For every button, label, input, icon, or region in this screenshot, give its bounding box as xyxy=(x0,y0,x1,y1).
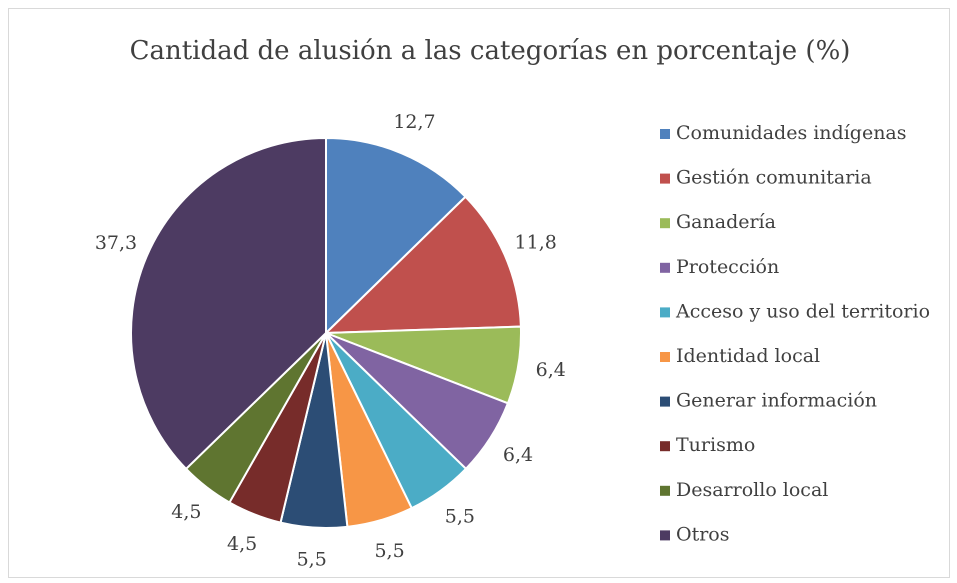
data-label: 6,4 xyxy=(536,359,566,381)
legend-label: Turismo xyxy=(676,434,755,456)
legend-swatch xyxy=(660,441,670,452)
data-label: 4,5 xyxy=(171,501,201,523)
pie-slice xyxy=(130,136,327,471)
data-label: 5,5 xyxy=(374,540,404,562)
legend-swatch xyxy=(660,173,670,184)
data-label: 12,7 xyxy=(393,111,435,133)
legend-label: Generar información xyxy=(676,390,877,412)
legend-label: Gestión comunitaria xyxy=(676,167,872,189)
legend-swatch xyxy=(660,218,670,229)
legend-swatch xyxy=(660,485,670,496)
legend-swatch xyxy=(660,352,670,362)
data-label: 6,4 xyxy=(503,444,533,466)
pie-slice xyxy=(323,195,522,335)
legend-label: Ganadería xyxy=(676,211,776,233)
legend-label: Comunidades indígenas xyxy=(676,122,907,144)
pie-slice xyxy=(325,136,467,336)
legend-label: Protección xyxy=(676,256,779,278)
legend-label: Otros xyxy=(676,523,729,545)
legend-label: Desarrollo local xyxy=(676,479,828,501)
data-label: 37,3 xyxy=(95,232,137,254)
legend-swatch xyxy=(660,307,670,318)
legend-label: Acceso y uso del territorio xyxy=(675,300,930,322)
legend-swatch xyxy=(660,129,670,139)
legend-swatch xyxy=(660,262,670,273)
data-label: 5,5 xyxy=(445,506,475,528)
chart-title: Cantidad de alusión a las categorías en … xyxy=(130,36,851,66)
legend-label: Identidad local xyxy=(676,345,820,367)
legend-swatch xyxy=(660,530,670,541)
legend-swatch xyxy=(660,396,670,407)
data-label: 5,5 xyxy=(297,549,327,571)
data-label: 4,5 xyxy=(227,533,257,555)
data-label: 11,8 xyxy=(515,232,557,254)
